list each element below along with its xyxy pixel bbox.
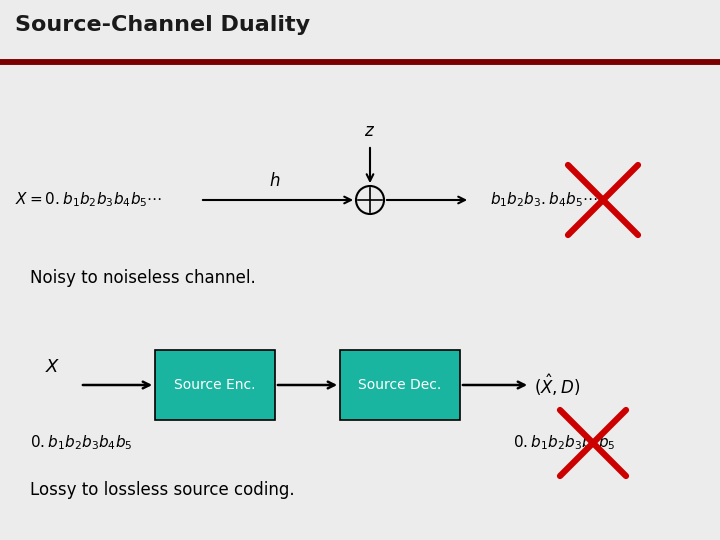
Text: $z$: $z$ (364, 123, 376, 140)
Text: $0.b_1b_2b_3b_4b_5$: $0.b_1b_2b_3b_4b_5$ (513, 434, 616, 453)
Text: Source Enc.: Source Enc. (174, 378, 256, 392)
Bar (155, 350, 275, 420)
Text: $(\hat{X}, D)$: $(\hat{X}, D)$ (534, 372, 580, 398)
Text: $X$: $X$ (45, 358, 60, 376)
Text: Source-Channel Duality: Source-Channel Duality (15, 15, 310, 35)
Text: $X = 0.b_1b_2b_3b_4b_5\cdots$: $X = 0.b_1b_2b_3b_4b_5\cdots$ (15, 191, 163, 210)
Text: $b_1b_2b_3.b_4b_5\cdots$: $b_1b_2b_3.b_4b_5\cdots$ (490, 191, 598, 210)
Text: $0.b_1b_2b_3b_4b_5$: $0.b_1b_2b_3b_4b_5$ (30, 434, 132, 453)
Text: Source Dec.: Source Dec. (359, 378, 441, 392)
Text: $h$: $h$ (269, 172, 281, 190)
Bar (340, 350, 460, 420)
Text: Lossy to lossless source coding.: Lossy to lossless source coding. (30, 481, 294, 499)
Text: Noisy to noiseless channel.: Noisy to noiseless channel. (30, 269, 256, 287)
